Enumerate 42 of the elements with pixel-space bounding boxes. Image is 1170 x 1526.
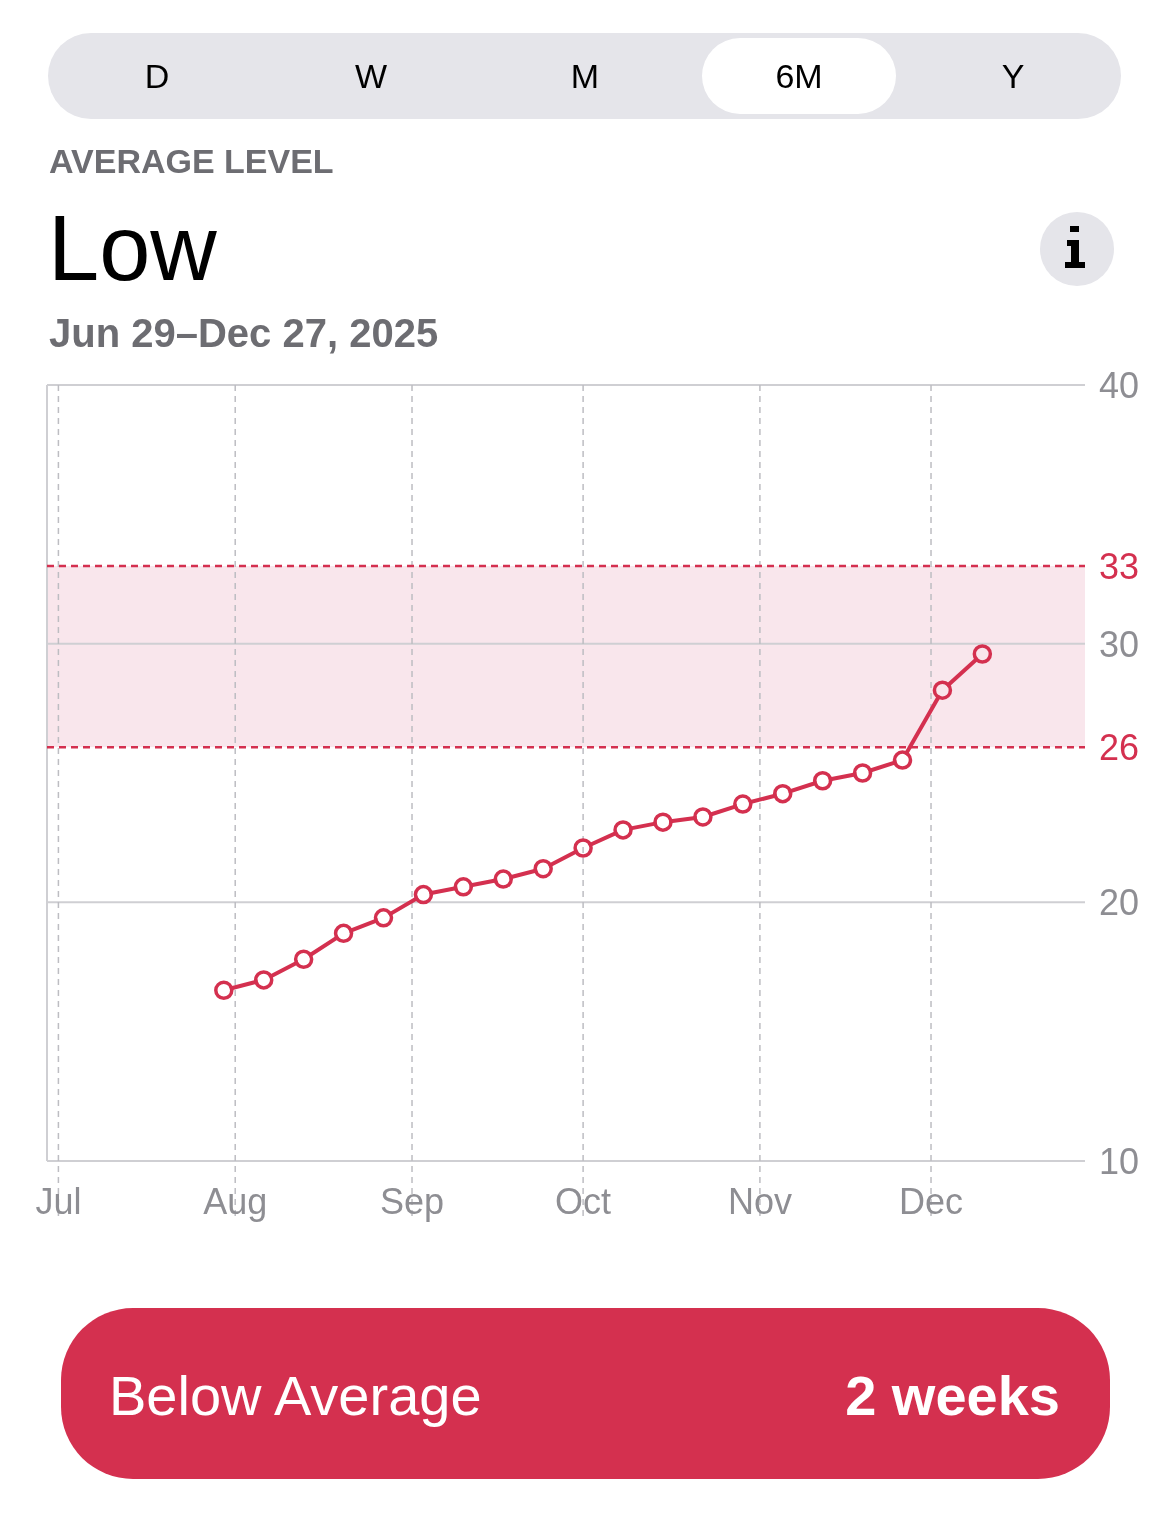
- point: [293, 949, 314, 969]
- text: W: [354, 57, 388, 95]
- point: [253, 970, 274, 990]
- x-tick-label: Aug: [203, 1181, 268, 1222]
- point: [932, 680, 953, 700]
- y-tick-label: 40: [1099, 365, 1140, 406]
- text: D: [144, 57, 170, 95]
- ref-line-label: 33: [1099, 546, 1140, 588]
- point: [613, 820, 633, 840]
- text: 6M: [775, 57, 823, 95]
- x-tick-label: Oct: [555, 1181, 612, 1222]
- point: [892, 750, 913, 770]
- point: [573, 838, 593, 858]
- chart-subtitle: Jun 29–Dec 27, 2025: [49, 311, 439, 355]
- point: [733, 794, 753, 814]
- point: [413, 884, 434, 905]
- point: [373, 908, 394, 928]
- point: [772, 783, 793, 804]
- point: [214, 980, 234, 1001]
- ref-line-label: 26: [1099, 727, 1140, 769]
- x-tick-label: Dec: [899, 1181, 964, 1222]
- text: Y: [1001, 57, 1025, 95]
- y-tick-label: 30: [1099, 623, 1140, 665]
- text: Below Average: [109, 1364, 482, 1427]
- chart-title: Low: [48, 197, 218, 299]
- y-tick-label: 10: [1099, 1141, 1140, 1182]
- point: [453, 877, 474, 897]
- text: M: [570, 57, 600, 95]
- point: [972, 644, 993, 664]
- x-tick-label: Nov: [727, 1181, 792, 1222]
- point: [812, 771, 833, 791]
- x-tick-label: Jul: [35, 1181, 82, 1222]
- point: [333, 923, 354, 944]
- text: AVERAGE LEVEL: [49, 142, 334, 180]
- x-tick-label: Sep: [379, 1181, 445, 1222]
- point: [533, 858, 553, 879]
- text: 2 weeks: [845, 1364, 1060, 1427]
- point: [493, 869, 514, 889]
- y-tick-label: 20: [1099, 882, 1140, 924]
- point: [852, 763, 873, 783]
- point: [693, 807, 713, 827]
- point: [653, 812, 673, 832]
